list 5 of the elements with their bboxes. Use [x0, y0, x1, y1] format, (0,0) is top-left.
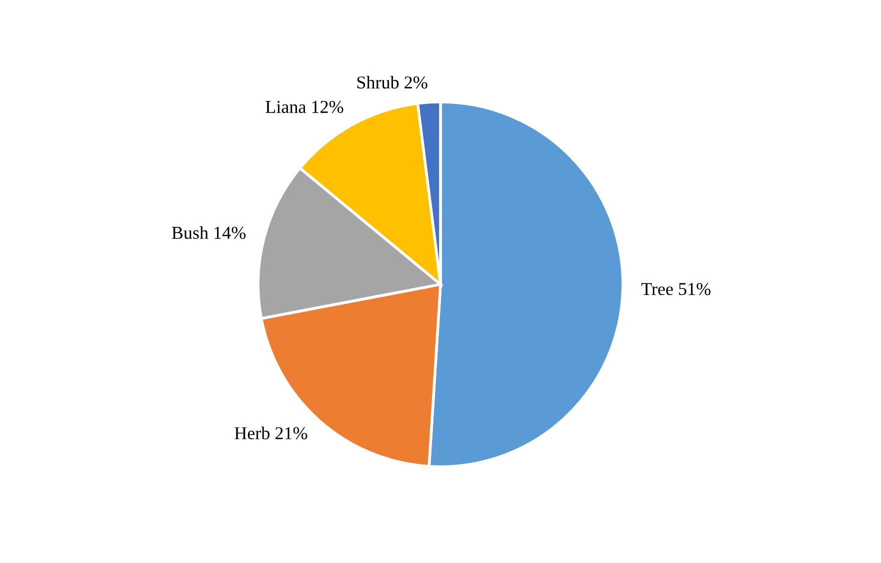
slice-label: Tree 51% [641, 282, 710, 296]
slice-label: Herb 21% [234, 426, 308, 440]
slice-label: Shrub 2% [357, 76, 428, 89]
slice-label: Bush 14% [172, 226, 246, 239]
slice-label: Liana 12% [266, 100, 344, 114]
